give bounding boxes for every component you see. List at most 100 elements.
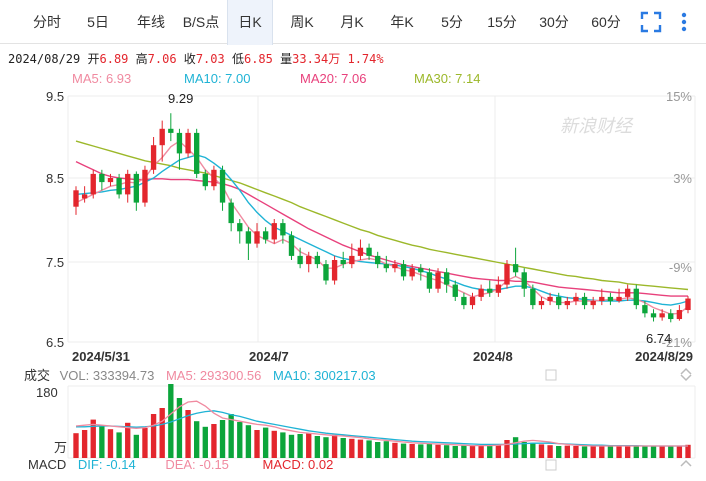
close-label: 收 — [183, 52, 196, 66]
tab-weekly-k[interactable]: 周K — [290, 14, 314, 30]
candle-body — [469, 296, 476, 306]
candle-body — [564, 301, 570, 306]
date-tick-0531: 2024/5/31 — [72, 349, 130, 364]
volume-bar — [443, 445, 450, 458]
tab-year-line[interactable]: 年线 — [137, 14, 165, 30]
candle-body — [73, 190, 79, 207]
volume-bar — [237, 422, 243, 458]
open-label: 开 — [87, 52, 100, 66]
pct-tick-15: 15% — [666, 89, 692, 104]
candle-body — [624, 288, 631, 297]
volume-bar — [185, 410, 191, 458]
macd-dif: DIF: -0.14 — [77, 457, 136, 472]
volume-bar — [314, 436, 321, 458]
volume-bar — [599, 446, 605, 458]
volume-unit: 万 — [54, 440, 67, 455]
tab-30min[interactable]: 30分 — [539, 14, 569, 30]
volume-bar — [331, 434, 338, 458]
volume-bar — [478, 445, 484, 458]
volume-collapse-icon[interactable] — [680, 374, 692, 382]
volume-bar — [616, 445, 622, 458]
volume-bar — [99, 426, 105, 458]
volume-bar — [159, 408, 165, 458]
candle-body — [512, 264, 519, 273]
volume-bar — [685, 444, 691, 458]
candle-body — [254, 231, 260, 244]
pct-tick-minus-21: -21% — [662, 335, 693, 350]
vol-ma5-line — [75, 400, 688, 447]
candle-body — [426, 272, 433, 289]
candles — [73, 113, 691, 323]
price-tick-7-5: 7.5 — [46, 255, 64, 270]
tab-15min[interactable]: 15分 — [487, 14, 517, 30]
volume-settings-icon[interactable] — [680, 367, 692, 375]
candle-body — [642, 305, 648, 314]
volume-bar — [659, 446, 665, 458]
candle-body — [331, 260, 338, 281]
volume-legend: 成交 VOL: 333394.73 MA5: 293300.56 MA10: 3… — [24, 365, 376, 384]
high-value: 7.06 — [147, 52, 177, 66]
candle-body — [538, 301, 545, 306]
more-vertical-icon[interactable] — [672, 10, 696, 34]
candle-body — [81, 194, 88, 199]
ma30-line — [75, 140, 689, 291]
pct-tick-minus-9: -9% — [669, 260, 693, 275]
candle-body — [685, 298, 691, 311]
volume-bar — [133, 434, 140, 458]
volume-grid — [67, 385, 696, 459]
tab-monthly-k[interactable]: 月K — [340, 14, 364, 30]
macd-toggle-icon[interactable] — [545, 459, 557, 471]
candle-body — [375, 255, 381, 265]
volume-bar — [521, 442, 527, 458]
tab-60min[interactable]: 60分 — [591, 14, 621, 30]
candle-body — [435, 272, 441, 289]
candle-body — [573, 296, 579, 301]
volume-bar — [107, 429, 114, 458]
volume-toggle-icon[interactable] — [545, 369, 557, 381]
tab-daily-k[interactable]: 日K — [227, 0, 273, 45]
tab-yearly-k[interactable]: 年K — [390, 14, 414, 30]
date-tick-07: 2024/7 — [249, 349, 289, 364]
price-tick-6-5: 6.5 — [46, 335, 64, 350]
candle-body — [150, 145, 157, 170]
candle-body — [237, 223, 243, 232]
volume-bar — [590, 445, 596, 458]
ma20-legend: MA20: 7.06 — [300, 71, 367, 86]
fullscreen-icon[interactable] — [639, 10, 663, 34]
volume-bar — [512, 437, 519, 458]
candle-body — [142, 169, 148, 203]
candle-body — [357, 247, 364, 256]
tab-5min[interactable]: 5分 — [441, 14, 463, 30]
volume-bar — [547, 445, 553, 458]
candle-body — [633, 288, 639, 306]
volume-bar — [306, 433, 312, 458]
candle-body — [340, 260, 346, 265]
volume-bar — [573, 446, 579, 458]
tab-5day[interactable]: 5日 — [87, 14, 109, 30]
volume-bar — [340, 438, 346, 458]
quote-date: 2024/08/29 — [8, 52, 81, 66]
candle-body — [487, 288, 493, 293]
candle-body — [366, 247, 372, 256]
tab-bs-points[interactable]: B/S点 — [182, 14, 220, 30]
candle-body — [245, 231, 252, 244]
watermark: 新浪财经 — [560, 116, 634, 137]
candle-body — [478, 288, 484, 297]
tab-intraday[interactable]: 分时 — [33, 14, 61, 30]
candle-body — [228, 202, 234, 224]
candle-body — [116, 178, 122, 195]
candle-body — [125, 173, 131, 195]
volume-bar — [211, 424, 217, 458]
volume-bar — [409, 444, 415, 458]
volume-bar — [642, 446, 648, 458]
candle-body — [581, 296, 588, 306]
candle-body — [409, 268, 415, 277]
candle-body — [392, 264, 398, 269]
volume-tick-180: 180 — [36, 385, 58, 400]
volume-bar — [116, 432, 122, 458]
candle-body — [176, 132, 183, 154]
ma5-line — [75, 140, 689, 315]
volume-bars — [73, 384, 691, 458]
volume-bar — [254, 430, 260, 458]
macd-collapse-icon[interactable] — [680, 459, 692, 467]
